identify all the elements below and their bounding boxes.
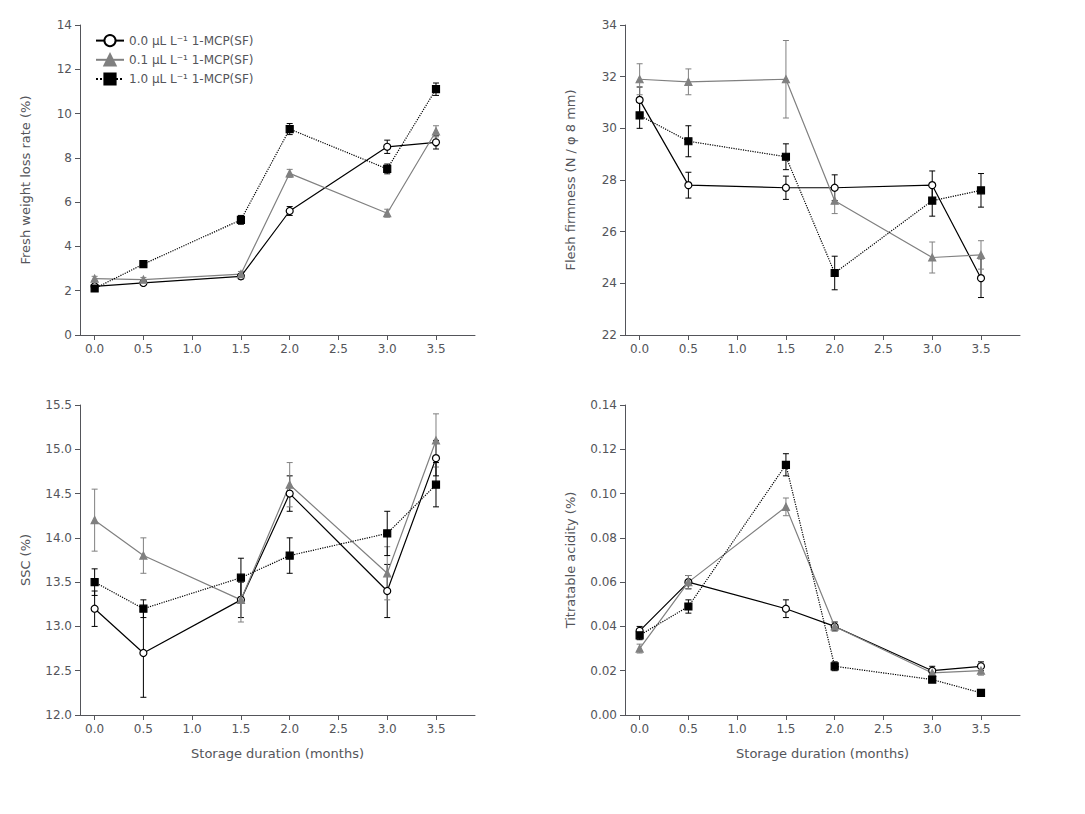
svg-text:14: 14 xyxy=(57,18,72,32)
svg-text:2.5: 2.5 xyxy=(874,342,893,356)
svg-text:1.0: 1.0 xyxy=(183,722,202,736)
svg-text:12.5: 12.5 xyxy=(45,664,72,678)
svg-text:1.0: 1.0 xyxy=(183,342,202,356)
svg-text:3.5: 3.5 xyxy=(971,722,990,736)
svg-text:0.08: 0.08 xyxy=(590,531,617,545)
svg-text:8: 8 xyxy=(64,151,72,165)
svg-text:1.0 μL L⁻¹ 1-MCP(SF): 1.0 μL L⁻¹ 1-MCP(SF) xyxy=(129,72,254,86)
svg-text:1.5: 1.5 xyxy=(231,722,250,736)
svg-text:28: 28 xyxy=(602,173,617,187)
svg-text:26: 26 xyxy=(602,225,617,239)
svg-text:0.5: 0.5 xyxy=(679,342,698,356)
svg-text:0.14: 0.14 xyxy=(590,398,617,412)
svg-text:0.5: 0.5 xyxy=(134,342,153,356)
svg-text:0.0: 0.0 xyxy=(85,722,104,736)
svg-text:2.5: 2.5 xyxy=(329,342,348,356)
svg-text:0.12: 0.12 xyxy=(590,442,617,456)
svg-text:2.0: 2.0 xyxy=(280,722,299,736)
svg-text:SSC (%): SSC (%) xyxy=(18,534,33,586)
svg-text:1.5: 1.5 xyxy=(776,722,795,736)
svg-text:1.5: 1.5 xyxy=(231,342,250,356)
svg-text:10: 10 xyxy=(57,107,72,121)
svg-text:6: 6 xyxy=(64,195,72,209)
svg-text:1.0: 1.0 xyxy=(728,342,747,356)
svg-text:3.0: 3.0 xyxy=(923,722,942,736)
svg-text:2: 2 xyxy=(64,284,72,298)
svg-text:0.5: 0.5 xyxy=(134,722,153,736)
svg-text:Storage duration (months): Storage duration (months) xyxy=(191,746,364,761)
svg-text:32: 32 xyxy=(602,70,617,84)
svg-text:30: 30 xyxy=(602,121,617,135)
svg-text:0.5: 0.5 xyxy=(679,722,698,736)
svg-text:1.5: 1.5 xyxy=(776,342,795,356)
svg-text:14.5: 14.5 xyxy=(45,487,72,501)
svg-text:0.1 μL L⁻¹ 1-MCP(SF): 0.1 μL L⁻¹ 1-MCP(SF) xyxy=(129,53,254,67)
svg-text:Titratable acidity (%): Titratable acidity (%) xyxy=(563,492,578,630)
svg-text:2.5: 2.5 xyxy=(329,722,348,736)
svg-text:24: 24 xyxy=(602,276,617,290)
svg-text:3.5: 3.5 xyxy=(426,342,445,356)
svg-text:3.0: 3.0 xyxy=(378,342,397,356)
svg-text:2.0: 2.0 xyxy=(825,722,844,736)
svg-text:0.0: 0.0 xyxy=(85,342,104,356)
svg-text:13.5: 13.5 xyxy=(45,575,72,589)
svg-text:12: 12 xyxy=(57,62,72,76)
svg-text:0.0 μL L⁻¹ 1-MCP(SF): 0.0 μL L⁻¹ 1-MCP(SF) xyxy=(129,34,254,48)
svg-text:0.0: 0.0 xyxy=(630,342,649,356)
svg-text:4: 4 xyxy=(64,239,72,253)
svg-text:3.5: 3.5 xyxy=(971,342,990,356)
svg-text:0.00: 0.00 xyxy=(590,708,617,722)
svg-text:13.0: 13.0 xyxy=(45,619,72,633)
svg-text:0.0: 0.0 xyxy=(630,722,649,736)
svg-text:15.5: 15.5 xyxy=(45,398,72,412)
svg-text:14.0: 14.0 xyxy=(45,531,72,545)
svg-text:3.5: 3.5 xyxy=(426,722,445,736)
svg-text:0.06: 0.06 xyxy=(590,575,617,589)
svg-text:Fresh weight loss rate (%): Fresh weight loss rate (%) xyxy=(18,96,33,265)
svg-text:Storage duration (months): Storage duration (months) xyxy=(736,746,909,761)
svg-text:2.5: 2.5 xyxy=(874,722,893,736)
svg-text:0.10: 0.10 xyxy=(590,487,617,501)
svg-text:3.0: 3.0 xyxy=(378,722,397,736)
svg-text:0.02: 0.02 xyxy=(590,664,617,678)
svg-text:2.0: 2.0 xyxy=(825,342,844,356)
svg-text:12.0: 12.0 xyxy=(45,708,72,722)
svg-text:15.0: 15.0 xyxy=(45,442,72,456)
svg-text:22: 22 xyxy=(602,328,617,342)
svg-text:1.0: 1.0 xyxy=(728,722,747,736)
svg-text:34: 34 xyxy=(602,18,617,32)
svg-text:2.0: 2.0 xyxy=(280,342,299,356)
svg-text:0.04: 0.04 xyxy=(590,619,617,633)
svg-text:0: 0 xyxy=(64,328,72,342)
svg-text:Flesh firmness (N / φ 8 mm): Flesh firmness (N / φ 8 mm) xyxy=(563,89,578,270)
svg-text:3.0: 3.0 xyxy=(923,342,942,356)
